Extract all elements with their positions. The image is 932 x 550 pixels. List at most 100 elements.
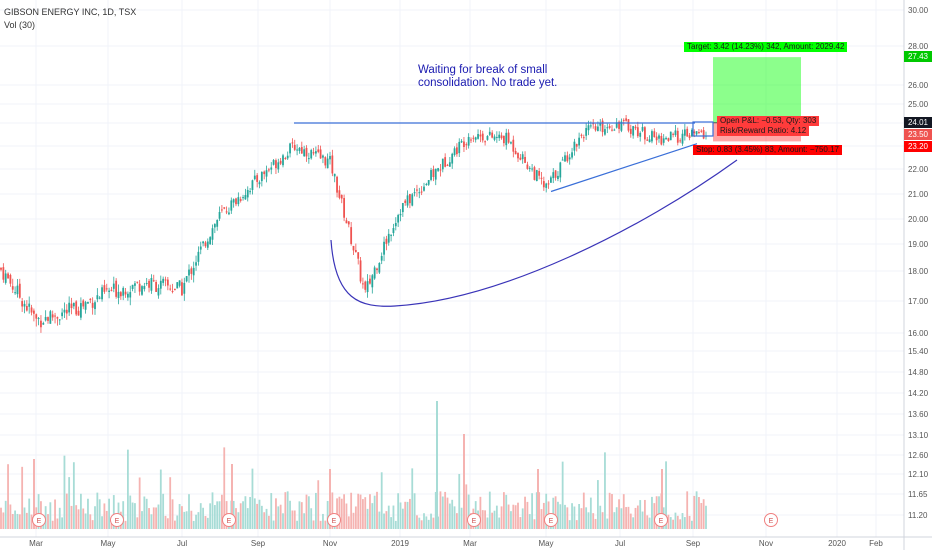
trade-annotation: Waiting for break of small consolidation… (418, 64, 557, 90)
candle-body (213, 224, 216, 228)
candle-body (580, 134, 583, 136)
candle-body (54, 315, 56, 317)
candle-body (606, 127, 609, 129)
candle-body (578, 137, 580, 146)
candle-body (488, 131, 491, 135)
candle-body (514, 151, 517, 155)
candle-body (547, 183, 550, 185)
candle-body (568, 157, 571, 160)
volume-bar (430, 513, 432, 529)
volume-bar (305, 494, 308, 529)
y-tick-label: 30.00 (908, 6, 929, 15)
candle-body (683, 129, 686, 136)
x-tick-label: May (538, 539, 553, 548)
candle-body (117, 291, 120, 298)
candle-body (561, 159, 564, 161)
volume-bar (559, 504, 562, 529)
risk-reward-label[interactable]: Risk/Reward Ratio: 4.12 (717, 126, 810, 136)
y-tick-label: 12.60 (908, 451, 929, 460)
volume-bar (458, 474, 461, 529)
volume-bar (641, 511, 644, 529)
candle-body (303, 149, 306, 157)
candle-body (340, 194, 343, 199)
candle-body (345, 220, 348, 224)
candle-body (4, 273, 7, 283)
candle-body (622, 119, 625, 121)
candle-body (693, 131, 696, 134)
volume-bar (37, 494, 40, 529)
volume-bar (554, 496, 557, 529)
y-tick-label: 11.20 (908, 511, 928, 520)
candle-body (512, 139, 515, 152)
candle-body (585, 128, 588, 136)
volume-bar (256, 503, 259, 529)
volume-bar (486, 517, 489, 529)
y-tick-label: 14.20 (908, 389, 929, 398)
candle-body (159, 280, 162, 289)
earnings-marker-label: E (549, 518, 554, 525)
volume-bar (49, 502, 52, 529)
volume-bar (644, 499, 646, 529)
candle-body (300, 147, 303, 154)
candle-body (155, 282, 157, 292)
candle-body (411, 194, 414, 206)
volume-bar (155, 507, 157, 529)
y-tick-label: 17.00 (908, 297, 929, 306)
candle-body (270, 167, 273, 170)
candle-body (615, 122, 618, 128)
volume-bar (667, 514, 670, 529)
volume-bar (61, 517, 63, 529)
volume-bar (507, 504, 510, 529)
rounding-bottom-curve (330, 159, 738, 307)
volume-bar (16, 513, 19, 529)
stop-label[interactable]: Stop: 0.83 (3.45%) 83, Amount: −750.17 (693, 145, 842, 155)
candle-body (14, 292, 16, 294)
candle-body (559, 162, 562, 178)
volume-bar (171, 499, 174, 529)
candle-body (253, 175, 256, 180)
candle-body (260, 172, 263, 182)
volume-bar (528, 514, 531, 529)
volume-bar (615, 507, 618, 529)
candle-body (110, 289, 113, 291)
volume-bar (199, 503, 202, 529)
candle-body (474, 137, 477, 140)
candle-body (47, 317, 49, 321)
volume-bar (136, 517, 139, 529)
volume-bar (420, 520, 423, 529)
volume-bar (629, 513, 632, 529)
volume-bar (204, 516, 207, 529)
candle-body (101, 287, 103, 300)
candle-body (397, 215, 400, 223)
volume-bar (380, 472, 383, 529)
candle-body (115, 280, 118, 297)
candle-body (343, 198, 345, 218)
volume-bar (286, 491, 289, 529)
candle-body (190, 268, 193, 274)
volume-bar (679, 519, 682, 529)
volume-bar (307, 496, 310, 529)
candle-body (573, 141, 576, 151)
y-tick-label: 13.10 (908, 431, 929, 440)
volume-bar (655, 496, 658, 529)
candle-body (491, 132, 494, 138)
volume-bar (176, 515, 179, 529)
candle-body (317, 149, 320, 152)
target-label[interactable]: Target: 3.42 (14.23%) 342, Amount: 2029.… (684, 42, 848, 52)
open-pnl-label[interactable]: Open P&L: −0.53, Qty: 303 (717, 116, 820, 126)
candle-body (458, 141, 461, 154)
candle-body (315, 151, 317, 154)
volume-bar (378, 511, 381, 529)
volume-bar (7, 464, 9, 529)
volume-bar (145, 498, 148, 529)
candle-body (651, 131, 653, 142)
candle-body (698, 132, 700, 134)
candle-body (557, 175, 559, 180)
candle-body (42, 323, 45, 325)
candle-body (63, 309, 66, 313)
candle-body (61, 312, 63, 317)
volume-bar (54, 499, 56, 529)
candle-body (387, 233, 390, 243)
candle-body (552, 172, 555, 179)
